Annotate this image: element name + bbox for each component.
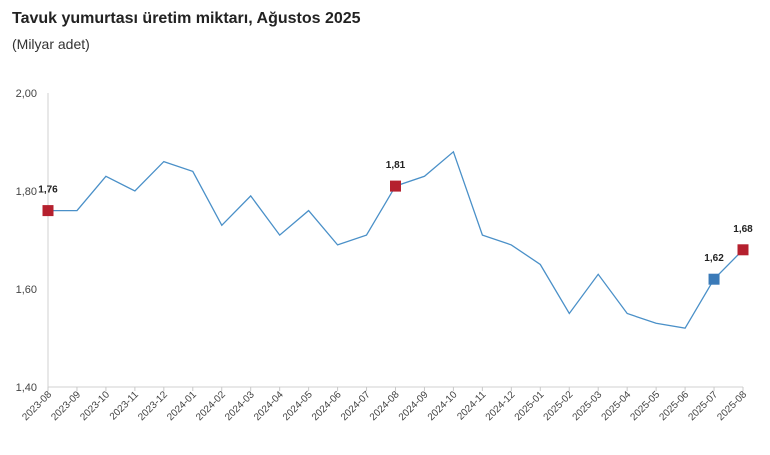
x-tick-label: 2024-05 <box>281 389 315 423</box>
y-tick-label: 2,00 <box>16 88 37 100</box>
x-tick-label: 2024-06 <box>310 389 344 423</box>
data-label: 1,81 <box>386 160 406 171</box>
y-tick-label: 1,40 <box>16 382 37 394</box>
x-tick-label: 2024-01 <box>165 389 199 423</box>
x-tick-label: 2025-08 <box>715 389 749 423</box>
y-tick-label: 1,60 <box>16 284 37 296</box>
x-tick-label: 2024-12 <box>484 389 518 423</box>
x-tick-label: 2023-12 <box>136 389 170 423</box>
x-tick-label: 2025-04 <box>600 389 634 423</box>
x-tick-label: 2025-03 <box>571 389 605 423</box>
x-tick-label: 2024-02 <box>194 389 228 423</box>
y-tick-label: 1,80 <box>16 186 37 198</box>
data-label: 1,76 <box>38 185 58 196</box>
data-point-marker <box>42 205 54 217</box>
x-tick-label: 2025-05 <box>629 389 663 423</box>
x-tick-label: 2024-09 <box>397 389 431 423</box>
chart-title: Tavuk yumurtası üretim miktarı, Ağustos … <box>12 10 361 27</box>
x-tick-label: 2023-11 <box>108 389 142 423</box>
x-tick-label: 2025-01 <box>513 389 547 423</box>
x-tick-label: 2023-08 <box>20 389 54 423</box>
data-point-marker <box>390 180 401 192</box>
chart-subtitle: (Milyar adet) <box>12 36 90 52</box>
x-tick-label: 2025-06 <box>657 389 691 423</box>
data-point-marker <box>737 244 749 256</box>
series-line <box>48 150 744 329</box>
x-tick-label: 2024-10 <box>426 389 460 423</box>
x-tick-label: 2025-07 <box>686 389 720 423</box>
x-tick-label: 2025-02 <box>542 389 576 423</box>
data-point-marker <box>708 273 720 285</box>
x-tick-label: 2023-09 <box>49 389 83 423</box>
x-tick-label: 2024-07 <box>339 389 373 423</box>
x-tick-label: 2024-08 <box>368 389 402 423</box>
data-label: 1,68 <box>733 224 753 235</box>
x-tick-label: 2023-10 <box>78 389 112 423</box>
data-label: 1,62 <box>704 253 724 264</box>
x-tick-label: 2024-03 <box>223 389 257 423</box>
x-tick-label: 2024-11 <box>455 389 489 423</box>
x-tick-label: 2024-04 <box>252 389 286 423</box>
